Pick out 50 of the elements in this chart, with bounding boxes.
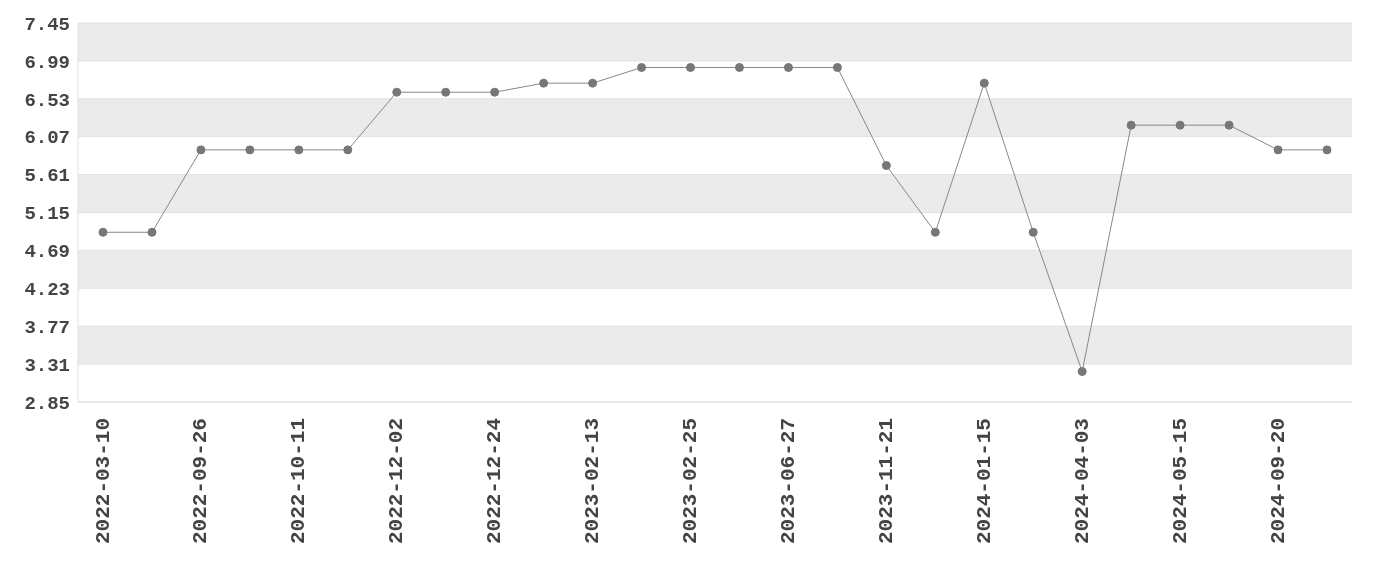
y-tick-label: 5.61	[24, 165, 70, 188]
y-tick-label: 4.23	[24, 279, 70, 302]
x-tick-label: 2024-09-20	[1266, 418, 1290, 545]
point	[783, 62, 793, 72]
point	[1028, 227, 1038, 237]
point	[147, 227, 157, 237]
y-tick-label: 3.31	[24, 354, 70, 377]
point	[1322, 145, 1332, 155]
y-tick-label: 6.53	[24, 89, 70, 112]
y-tick-label: 6.99	[24, 51, 70, 74]
point	[1273, 145, 1283, 155]
x-tick-label: 2024-04-03	[1070, 418, 1094, 545]
point	[979, 78, 989, 88]
point	[881, 161, 891, 171]
point	[441, 87, 451, 97]
x-tick-label: 2024-05-15	[1168, 418, 1192, 545]
point	[637, 62, 647, 72]
point	[1077, 367, 1087, 377]
point	[392, 87, 402, 97]
point	[539, 78, 549, 88]
x-tick-label: 2022-03-10	[91, 418, 115, 545]
point	[294, 145, 304, 155]
point	[686, 62, 696, 72]
x-tick-label: 2022-10-11	[287, 418, 311, 545]
x-tick-label: 2022-12-02	[385, 418, 409, 545]
y-tick-label: 7.45	[24, 13, 70, 36]
x-tick-label: 2023-02-25	[679, 418, 703, 545]
x-tick-label: 2023-11-21	[874, 418, 898, 545]
y-tick-label: 4.69	[24, 241, 70, 264]
x-tick-label: 2023-02-13	[581, 418, 605, 545]
point	[196, 145, 206, 155]
y-tick-label: 2.85	[24, 392, 70, 415]
y-tick-label: 3.77	[24, 316, 70, 339]
point	[1126, 120, 1136, 130]
point	[930, 227, 940, 237]
point	[1175, 120, 1185, 130]
point	[1224, 120, 1234, 130]
x-tick-label: 2022-12-24	[483, 418, 507, 545]
point	[588, 78, 598, 88]
y-tick-label: 6.07	[24, 127, 70, 150]
x-tick-label: 2023-06-27	[776, 418, 800, 545]
x-tick-label: 2022-09-26	[189, 418, 213, 545]
point	[734, 62, 744, 72]
point	[98, 227, 108, 237]
y-tick-label: 5.15	[24, 203, 70, 226]
point	[832, 62, 842, 72]
point	[343, 145, 353, 155]
x-tick-label: 2024-01-15	[972, 418, 996, 545]
point	[245, 145, 255, 155]
point	[490, 87, 500, 97]
